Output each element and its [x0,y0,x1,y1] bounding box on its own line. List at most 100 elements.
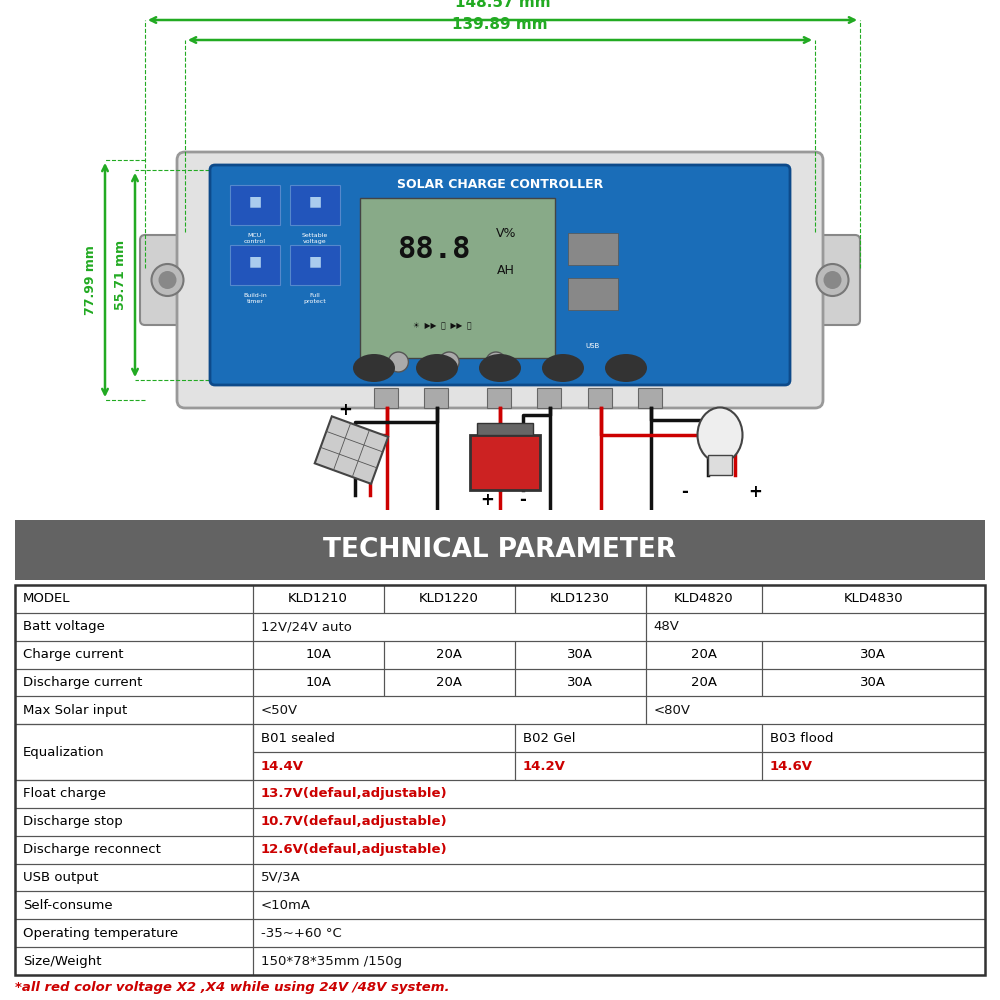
Bar [515,585,646,613]
Bar [253,696,646,724]
Text: +: + [748,483,762,501]
Bar [568,278,618,310]
Bar [15,520,985,580]
Bar [15,641,253,669]
Bar [253,613,646,641]
Bar [15,947,253,975]
Text: B03 flood: B03 flood [770,732,833,745]
Text: AH: AH [497,263,515,276]
Text: +: + [338,401,352,419]
Bar [360,198,555,358]
Text: 55.71 mm: 55.71 mm [114,240,128,310]
Text: 148.57 mm: 148.57 mm [455,0,550,10]
Bar [384,585,515,613]
Bar [290,185,340,225]
Bar [424,388,448,408]
Bar [315,416,388,484]
Text: 20A: 20A [691,648,717,661]
Bar [477,423,533,435]
Text: 20A: 20A [691,676,717,689]
Bar [762,724,985,752]
Text: 30A: 30A [567,676,593,689]
Bar [15,891,253,919]
Text: Charge current: Charge current [23,648,124,661]
Text: V%: V% [496,227,516,240]
Ellipse shape [416,354,458,382]
Text: Discharge reconnect: Discharge reconnect [23,843,161,856]
Text: Full
protect: Full protect [304,293,326,304]
Text: ■: ■ [308,194,322,208]
Text: 12V/24V auto: 12V/24V auto [261,620,352,633]
Text: Self-consume: Self-consume [23,899,113,912]
Text: 139.89 mm: 139.89 mm [452,17,548,32]
Bar [762,669,985,696]
Text: ■: ■ [248,254,262,268]
Text: Settable
voltage: Settable voltage [302,233,328,244]
Bar [15,780,253,808]
Bar [762,641,985,669]
Bar [253,836,985,864]
Text: 30A: 30A [860,676,886,689]
Bar [230,185,280,225]
Bar [646,696,985,724]
Bar [15,808,253,836]
Bar [563,198,623,358]
Text: USB output: USB output [23,871,98,884]
Bar [253,585,384,613]
Text: ■: ■ [248,194,262,208]
Text: 10A: 10A [305,676,331,689]
Circle shape [486,352,506,372]
Bar [515,724,762,752]
Text: 10.7V(defaul,adjustable): 10.7V(defaul,adjustable) [261,815,447,828]
Bar [15,613,253,641]
Bar [515,752,762,780]
Text: Discharge current: Discharge current [23,676,142,689]
Bar [568,233,618,265]
Bar [253,641,384,669]
Bar [253,669,384,696]
Bar [15,724,253,780]
Bar [762,585,985,613]
Text: B01 sealed: B01 sealed [261,732,335,745]
Bar [384,641,515,669]
Text: 14.4V: 14.4V [261,760,304,773]
Bar [15,585,985,975]
Text: ☀  ▶▶  ⬛  ▶▶  💡: ☀ ▶▶ ⬛ ▶▶ 💡 [413,322,471,330]
Bar [15,836,253,864]
Bar [15,919,253,947]
Text: Float charge: Float charge [23,787,106,800]
Text: <50V: <50V [261,704,298,717]
Bar [253,947,985,975]
Text: 150*78*35mm /150g: 150*78*35mm /150g [261,955,402,968]
Ellipse shape [479,354,521,382]
Text: Size/Weight: Size/Weight [23,955,102,968]
Text: Equalization: Equalization [23,746,105,759]
FancyBboxPatch shape [805,235,860,325]
Ellipse shape [605,354,647,382]
Text: Max Solar input: Max Solar input [23,704,127,717]
Text: KLD1210: KLD1210 [288,592,348,605]
Text: -35~+60 °C: -35~+60 °C [261,927,341,940]
Bar [15,669,253,696]
Bar [638,388,662,408]
Text: B02 Gel: B02 Gel [523,732,575,745]
Text: <10mA: <10mA [261,899,311,912]
Text: 20A: 20A [436,648,462,661]
Bar [487,388,511,408]
Bar [537,388,561,408]
FancyBboxPatch shape [140,235,195,325]
Circle shape [816,264,848,296]
Bar [646,669,762,696]
Text: KLD1230: KLD1230 [550,592,610,605]
Text: +: + [480,491,494,509]
Text: 20A: 20A [436,676,462,689]
Circle shape [152,264,184,296]
Text: 10A: 10A [305,648,331,661]
Text: Build-in
timer: Build-in timer [243,293,267,304]
Ellipse shape [698,408,742,462]
Text: 5V/3A: 5V/3A [261,871,300,884]
Bar [15,585,253,613]
Text: 30A: 30A [860,648,886,661]
Bar [515,641,646,669]
Text: 14.2V: 14.2V [523,760,565,773]
